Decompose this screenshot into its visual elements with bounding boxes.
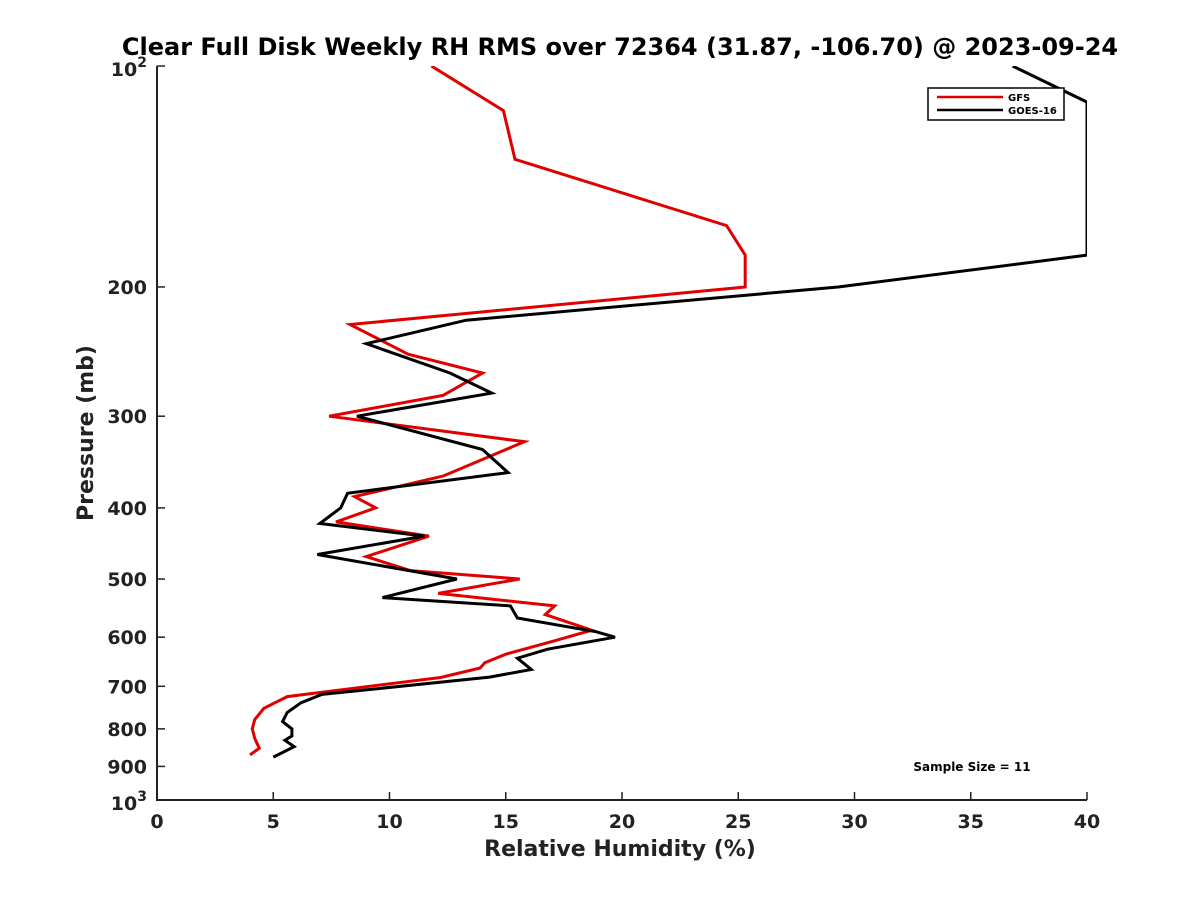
x-tick-label: 5 xyxy=(267,811,280,833)
y-tick-label: 400 xyxy=(107,498,147,520)
series-line-gfs xyxy=(249,66,747,757)
y-tick-label: 500 xyxy=(107,569,147,591)
legend: GFS GOES-16 xyxy=(927,87,1065,121)
legend-label-gfs: GFS xyxy=(1008,93,1030,104)
series-line-goes16 xyxy=(272,66,1087,759)
series-layer xyxy=(249,66,1087,759)
y-tick-label: 800 xyxy=(107,719,147,741)
y-tick-label: 200 xyxy=(107,277,147,299)
y-tick-label: 700 xyxy=(107,676,147,698)
legend-label-goes16: GOES-16 xyxy=(1008,106,1057,117)
legend-box xyxy=(927,87,1065,121)
y-tick-label: 300 xyxy=(107,406,147,428)
sample-size-annotation: Sample Size = 11 xyxy=(913,760,1030,774)
x-axis-label: Relative Humidity (%) xyxy=(484,837,756,862)
x-tick-label: 25 xyxy=(725,811,751,833)
x-tick-label: 15 xyxy=(493,811,519,833)
x-tick-label: 35 xyxy=(958,811,984,833)
y-tick-label: 900 xyxy=(107,756,147,778)
y-tick-label-power: 102 xyxy=(111,55,147,81)
y-tick-label-power: 103 xyxy=(111,789,147,815)
chart-title: Clear Full Disk Weekly RH RMS over 72364… xyxy=(122,33,1118,61)
x-tick-label: 40 xyxy=(1074,811,1100,833)
y-tick-label: 600 xyxy=(107,627,147,649)
x-tick-label: 10 xyxy=(376,811,402,833)
x-tick-label: 0 xyxy=(150,811,163,833)
y-axis-label: Pressure (mb) xyxy=(74,345,99,521)
y-ticks: 200 300 400 500 600 700 800 900 102 103 xyxy=(107,55,165,815)
x-tick-label: 20 xyxy=(609,811,635,833)
x-tick-label: 30 xyxy=(841,811,867,833)
x-ticks: 0 5 10 15 20 25 30 35 40 xyxy=(150,792,1100,833)
